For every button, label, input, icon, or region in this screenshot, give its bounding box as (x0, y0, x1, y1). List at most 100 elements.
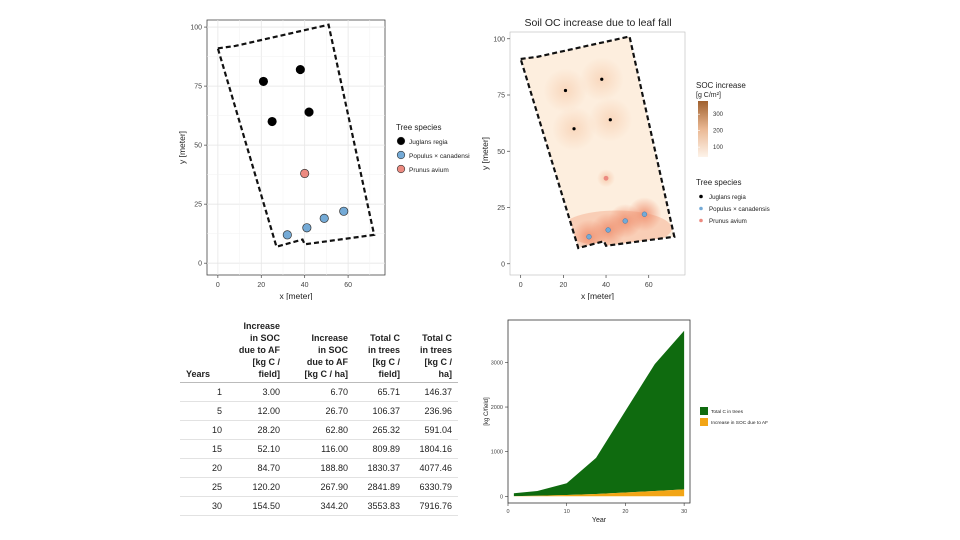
column-header-line: Increase (311, 333, 348, 343)
x-tick-label: 10 (564, 509, 570, 515)
legend-label: Total C in trees (711, 409, 744, 415)
legend-swatch (700, 418, 708, 426)
tree-point (300, 168, 310, 179)
y-tick-label: 100 (493, 36, 505, 43)
column-header: Total C in trees [kg C / ha] (406, 318, 458, 383)
table-cell: 30 (180, 496, 228, 516)
x-tick-label: 0 (519, 282, 523, 289)
tree-point (563, 88, 568, 93)
legend-label: Increase in SOC due to AF (711, 420, 768, 426)
table-cell: 188.80 (286, 458, 354, 478)
y-tick-label: 0 (501, 261, 505, 268)
tree-point (608, 118, 612, 122)
y-tick-label: 0 (500, 494, 503, 500)
table-cell: 2841.89 (354, 477, 406, 497)
tree-point (304, 107, 314, 117)
legend-label: Juglans regia (409, 139, 448, 146)
table-row: 5 12.00 26.70 106.37 236.96 (180, 401, 458, 421)
tree-point (622, 218, 628, 224)
table-cell: 25 (180, 477, 228, 497)
x-axis-label: x [meter] (581, 291, 614, 300)
y-tick-label: 75 (194, 84, 202, 91)
table-cell: 3553.83 (354, 496, 406, 516)
soc-heatmap-chart: Soil OC increase due to leaf fall 0 20 40 60… (480, 17, 770, 300)
column-header-line: [kg C / (252, 357, 280, 367)
legend-swatch (699, 206, 703, 211)
table-cell: 1830.37 (354, 458, 406, 478)
y-tick-label: 75 (497, 93, 505, 100)
tree-point (641, 211, 648, 217)
area-total-c-in-trees (513, 330, 685, 497)
y-tick-label: 50 (497, 149, 505, 156)
tree-point (302, 223, 312, 233)
tree-point (319, 213, 329, 223)
x-tick-label: 0 (216, 282, 220, 289)
legend-label: Populus × canadensis (409, 153, 470, 160)
table-cell: 265.32 (354, 420, 406, 440)
table-row: 20 84.70 188.80 1830.37 4077.46 (180, 458, 458, 478)
legend-title: Tree species (396, 123, 442, 132)
tree-point (282, 230, 292, 240)
tree-point (603, 175, 609, 181)
colorbar-tick-label: 100 (713, 145, 724, 151)
legend-label: Juglans regia (709, 194, 746, 201)
column-header: Increase in SOC due to AF [kg C / ha] (286, 318, 354, 383)
tree-point (586, 234, 592, 240)
table-cell: 6330.79 (406, 477, 458, 497)
plot-panel (206, 19, 386, 276)
legend-swatch (700, 407, 708, 415)
tree-map-chart: 0 20 40 60 0 25 50 75 100 x [meter] y [meter] Tree … (177, 19, 470, 300)
table-body: 1 3.00 6.70 65.71 146.37 5 12.00 26.70 106.37 236… (180, 382, 458, 516)
tree-point (339, 206, 349, 216)
x-tick-label: 40 (602, 282, 610, 289)
table-cell: 6.70 (286, 382, 354, 402)
table-cell: 65.71 (354, 382, 406, 402)
tree-point (572, 127, 576, 131)
y-axis-label: y [meter] (177, 131, 187, 164)
colorbar-unit: [g C/m²] (696, 92, 721, 99)
carbon-table: Years Increase in SOC due to AF [kg C / field… (180, 318, 458, 516)
y-tick-label: 2000 (491, 405, 503, 411)
x-tick-label: 0 (506, 509, 509, 515)
column-header: Total C in trees [kg C / field] (354, 318, 406, 383)
column-header: Years (180, 318, 228, 383)
legend-label: Populus × canadensis (709, 206, 770, 213)
table-cell: 26.70 (286, 401, 354, 421)
table-cell: 809.89 (354, 439, 406, 459)
field-boundary (519, 35, 676, 250)
x-axis-label: Year (592, 517, 607, 524)
chart-title: Soil OC increase due to leaf fall (524, 17, 671, 29)
table-cell: 84.70 (228, 458, 286, 478)
area-soc-increase (513, 489, 685, 497)
legend-swatch (699, 218, 703, 223)
x-tick-label: 20 (257, 282, 265, 289)
table-cell: 62.80 (286, 420, 354, 440)
table-row: 1 3.00 6.70 65.71 146.37 (180, 382, 458, 402)
tree-point (267, 116, 277, 127)
column-header-line: [kg C / ha] (304, 369, 348, 379)
x-tick-label: 20 (622, 509, 628, 515)
table-cell: 591.04 (406, 420, 458, 440)
colorbar-tick-label: 300 (713, 112, 724, 118)
table-cell: 1 (180, 382, 228, 402)
column-header-line: due to AF (306, 357, 348, 367)
y-tick-label: 100 (190, 25, 202, 32)
table-row: 10 28.20 62.80 265.32 591.04 (180, 420, 458, 440)
x-tick-label: 60 (344, 282, 352, 289)
column-header-line: [kg C / (372, 357, 400, 367)
y-axis-label: y [meter] (480, 137, 490, 170)
column-header-line: Total C (370, 333, 400, 343)
table-row: 15 52.10 116.00 809.89 1804.16 (180, 439, 458, 459)
x-tick-label: 60 (645, 282, 653, 289)
y-tick-label: 0 (198, 261, 202, 268)
column-header-line: Increase (243, 321, 280, 331)
table-row: 25 120.20 267.90 2841.89 6330.79 (180, 477, 458, 497)
y-tick-label: 1000 (491, 450, 503, 456)
column-header-line: field] (258, 369, 281, 379)
table-cell: 52.10 (228, 439, 286, 459)
legend-swatch (396, 164, 406, 174)
x-tick-label: 30 (681, 509, 687, 515)
legend-swatch (396, 150, 406, 160)
table-cell: 116.00 (286, 439, 354, 459)
table-cell: 4077.46 (406, 458, 458, 478)
